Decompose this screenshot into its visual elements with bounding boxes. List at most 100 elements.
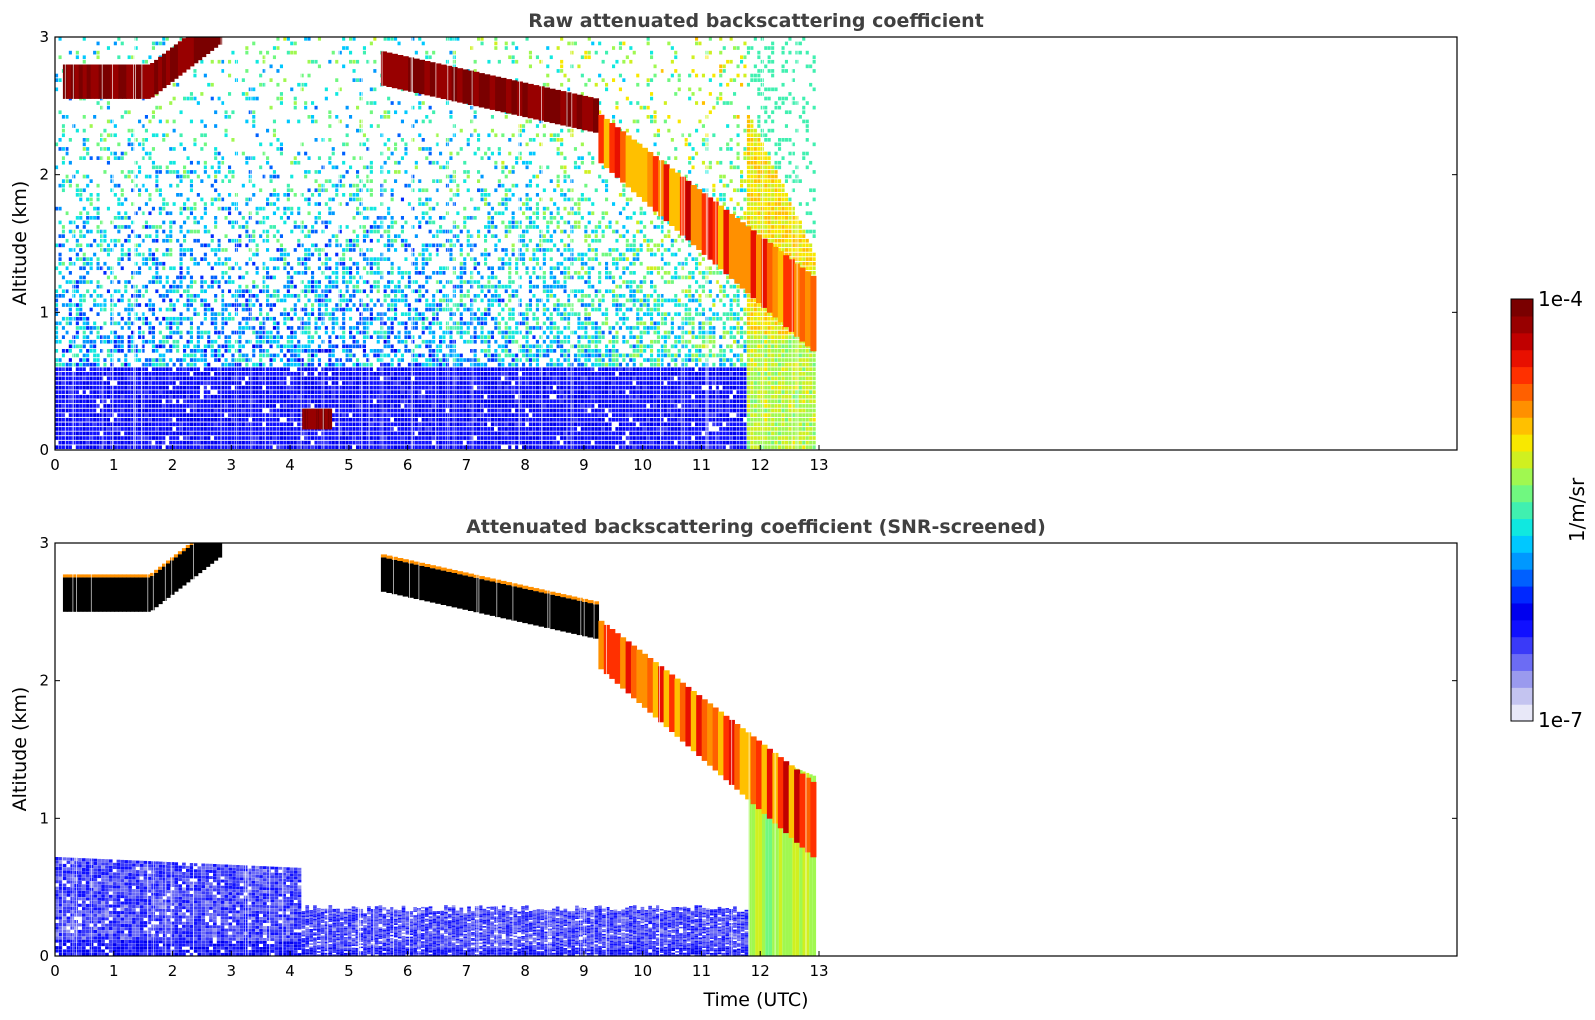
backscatter-cell — [183, 234, 187, 238]
backscatter-cell — [193, 445, 197, 450]
backscatter-cell — [459, 436, 463, 440]
backscatter-cell — [414, 257, 418, 261]
backscatter-cell — [324, 294, 328, 298]
backscatter-cell — [217, 408, 221, 413]
backscatter-cell — [394, 445, 398, 450]
backscatter-cell — [61, 445, 66, 450]
backscatter-cell — [362, 229, 367, 234]
backscatter-cell — [259, 188, 263, 193]
backscatter-cell — [262, 381, 266, 385]
backscatter-cell — [259, 349, 263, 353]
backscatter-cell — [314, 216, 318, 220]
backscatter-cell — [120, 202, 124, 206]
backscatter-cell — [335, 59, 339, 64]
backscatter-cell — [463, 376, 467, 381]
backscatter-cell — [55, 243, 59, 248]
backscatter-cell — [432, 321, 436, 326]
backscatter-cell — [179, 316, 183, 321]
backscatter-cell — [362, 372, 367, 376]
backscatter-cell — [72, 417, 76, 422]
backscatter-cell — [324, 261, 328, 266]
backscatter-cell — [317, 37, 322, 41]
backscatter-cell — [394, 408, 398, 413]
backscatter-cell — [297, 238, 301, 243]
backscatter-cell — [463, 399, 467, 404]
backscatter-cell — [307, 170, 311, 174]
backscatter-cell — [193, 399, 197, 404]
backscatter-cell — [432, 110, 436, 115]
backscatter-cell — [259, 427, 263, 431]
backscatter-cell — [400, 238, 405, 243]
backscatter-cell — [65, 394, 69, 399]
backscatter-cell — [266, 294, 270, 298]
backscatter-cell — [297, 243, 301, 248]
backscatter-cell — [113, 303, 117, 307]
backscatter-cell — [148, 440, 152, 445]
backscatter-cell — [362, 344, 367, 349]
backscatter-cell — [210, 59, 214, 64]
backscatter-cell — [165, 431, 169, 436]
backscatter-cell — [362, 289, 367, 294]
backscatter-cell — [335, 394, 339, 399]
backscatter-cell — [86, 261, 90, 266]
backscatter-cell — [183, 344, 187, 349]
backscatter-cell — [324, 440, 328, 445]
backscatter-cell — [463, 266, 467, 271]
backscatter-cell — [407, 445, 412, 450]
backscatter-cell — [262, 238, 266, 243]
backscatter-cell — [335, 188, 339, 193]
backscatter-cell — [189, 394, 194, 399]
backscatter-cell — [435, 417, 439, 422]
backscatter-cell — [366, 381, 370, 385]
backscatter-cell — [134, 160, 138, 165]
backscatter-cell — [200, 284, 204, 289]
backscatter-cell — [442, 266, 446, 271]
backscatter-cell — [286, 362, 290, 367]
backscatter-cell — [68, 445, 72, 450]
backscatter-cell — [217, 445, 221, 450]
backscatter-cell — [425, 197, 429, 202]
backscatter-cell — [82, 312, 86, 316]
backscatter-cell — [221, 316, 225, 321]
backscatter-cell — [307, 73, 311, 78]
backscatter-cell — [338, 225, 342, 229]
backscatter-cell — [55, 73, 59, 78]
backscatter-cell — [210, 427, 214, 431]
backscatter-cell — [314, 321, 318, 326]
backscatter-cell — [387, 404, 391, 408]
backscatter-cell — [362, 46, 367, 50]
backscatter-cell — [331, 316, 335, 321]
backscatter-cell — [245, 372, 249, 376]
backscatter-cell — [221, 381, 225, 385]
backscatter-cell — [283, 431, 287, 436]
backscatter-cell — [248, 440, 252, 445]
backscatter-cell — [193, 69, 197, 73]
backscatter-cell — [248, 436, 252, 440]
backscatter-cell — [269, 385, 273, 390]
backscatter-cell — [335, 436, 339, 440]
backscatter-cell — [241, 78, 245, 82]
backscatter-cell — [138, 422, 142, 427]
backscatter-cell — [345, 358, 349, 362]
backscatter-cell — [214, 321, 218, 326]
backscatter-cell — [279, 257, 284, 261]
backscatter-cell — [262, 69, 266, 73]
backscatter-cell — [342, 294, 346, 298]
backscatter-cell — [463, 307, 467, 312]
backscatter-cell — [151, 312, 156, 316]
backscatter-cell — [404, 417, 408, 422]
backscatter-cell — [100, 307, 104, 312]
backscatter-cell — [418, 188, 422, 193]
backscatter-cell — [162, 261, 166, 266]
backscatter-cell — [404, 294, 408, 298]
backscatter-cell — [155, 225, 159, 229]
backscatter-cell — [293, 344, 297, 349]
backscatter-cell — [117, 202, 121, 206]
backscatter-cell — [93, 408, 97, 413]
backscatter-cell — [106, 353, 111, 358]
backscatter-cell — [221, 289, 225, 294]
backscatter-cell — [61, 413, 66, 417]
backscatter-cell — [75, 353, 79, 358]
backscatter-cell — [106, 160, 111, 165]
backscatter-cell — [96, 358, 100, 362]
